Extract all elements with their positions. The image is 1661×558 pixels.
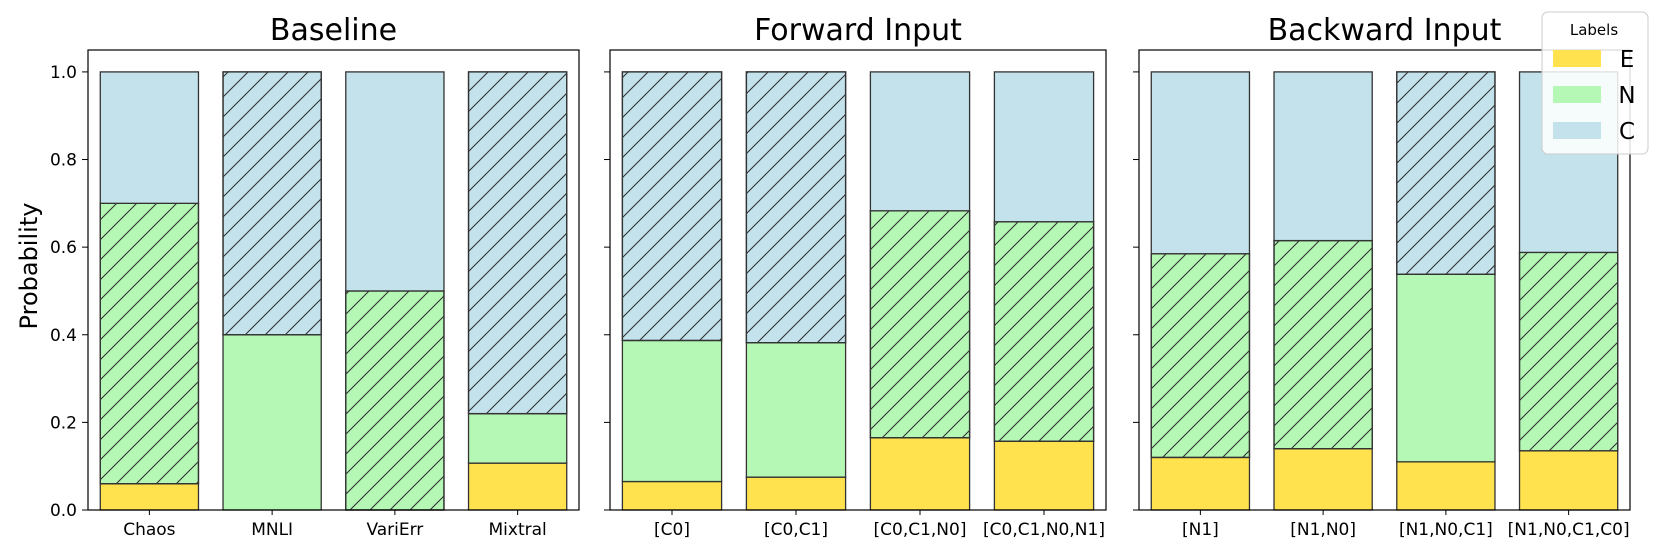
- x-tick-label: [N1,N0,C1]: [1399, 520, 1493, 540]
- bar-hatch-c: [222, 71, 322, 336]
- bar-segment-c: [1150, 71, 1251, 255]
- x-tick-label: Mixtral: [489, 520, 547, 540]
- bar-segment-e: [1150, 456, 1251, 511]
- legend-swatch-e: [1553, 50, 1601, 67]
- bar-hatch-n: [869, 210, 971, 439]
- plot-frame: [609, 49, 1107, 511]
- y-axis-label: Probability: [15, 203, 43, 330]
- bar-segment-e: [99, 483, 200, 511]
- panel-1: Chaos MNLI VariErr Mixtral Baseline 0.0 0.2 0.4…: [50, 13, 580, 540]
- plot-frame: [87, 49, 580, 511]
- bar-segment-e: [1518, 450, 1619, 511]
- x-tick-label: [N1,N0,C1,C0]: [1508, 520, 1630, 540]
- bar-segment-n: [745, 341, 847, 478]
- y-tick-label: 0.6: [50, 238, 77, 258]
- panel-title: Forward Input: [754, 13, 962, 48]
- x-tick-label: MNLI: [251, 520, 293, 540]
- bar-segment-c: [345, 71, 445, 292]
- bar-segment-e: [993, 440, 1095, 511]
- panel-title: Backward Input: [1268, 13, 1502, 48]
- bar-segment-n: [467, 412, 568, 464]
- y-tick-label: 0.2: [50, 413, 77, 433]
- bar-hatch-n: [99, 202, 200, 485]
- bar-segment-n: [222, 334, 322, 511]
- bar-segment-n: [1396, 273, 1496, 463]
- x-tick-label: [N1]: [1182, 520, 1219, 540]
- x-tick-label: [C0]: [654, 520, 690, 540]
- bar-hatch-c: [467, 71, 568, 415]
- bar-hatch-n: [1518, 251, 1619, 452]
- bar-segment-e: [1396, 461, 1496, 511]
- x-tick-label: [N1,N0]: [1290, 520, 1356, 540]
- legend-swatch-n: [1553, 86, 1601, 103]
- bar-segment-e: [745, 476, 847, 511]
- bar-hatch-c: [745, 71, 847, 344]
- bar-segment-c: [1273, 71, 1373, 242]
- bar-hatch-c: [621, 71, 723, 342]
- legend-swatch-c: [1553, 122, 1601, 139]
- x-tick-label: [C0,C1]: [764, 520, 828, 540]
- bar-hatch-n: [1273, 239, 1373, 450]
- panel-2: [C0] [C0,C1] [C0,C1,N0] [C0,C1,N0,N1] Forwar…: [604, 13, 1107, 540]
- bar-segment-e: [1273, 448, 1373, 511]
- x-tick-label: [C0,C1,N0,N1]: [983, 520, 1105, 540]
- bar-segment-c: [869, 71, 971, 212]
- bar-segment-c: [993, 71, 1095, 223]
- bar-hatch-n: [345, 290, 445, 511]
- bar-segment-e: [621, 480, 723, 511]
- legend-title: Labels: [1570, 21, 1618, 39]
- y-tick-label: 1.0: [50, 63, 77, 83]
- bar-hatch-n: [1150, 253, 1251, 459]
- y-tick-label: 0.4: [50, 326, 77, 346]
- y-tick-label: 0.8: [50, 151, 77, 171]
- x-tick-label: [C0,C1,N0]: [874, 520, 967, 540]
- legend-label-n: N: [1618, 83, 1635, 109]
- bar-hatch-c: [1396, 71, 1496, 275]
- bar-hatch-n: [993, 221, 1095, 442]
- bar-segment-n: [621, 339, 723, 483]
- x-tick-label: Chaos: [123, 520, 175, 540]
- bar-segment-c: [99, 71, 200, 204]
- y-tick-label: 0.0: [50, 501, 77, 521]
- legend: Labels E N C: [1541, 11, 1649, 155]
- legend-label-e: E: [1620, 47, 1635, 73]
- plot-frame: [1138, 49, 1631, 511]
- x-tick-label: VariErr: [366, 520, 423, 540]
- legend-frame: [1541, 11, 1649, 155]
- legend-label-c: C: [1619, 119, 1635, 145]
- bar-segment-e: [467, 462, 568, 511]
- bar-segment-e: [869, 437, 971, 511]
- panel-title: Baseline: [270, 13, 397, 48]
